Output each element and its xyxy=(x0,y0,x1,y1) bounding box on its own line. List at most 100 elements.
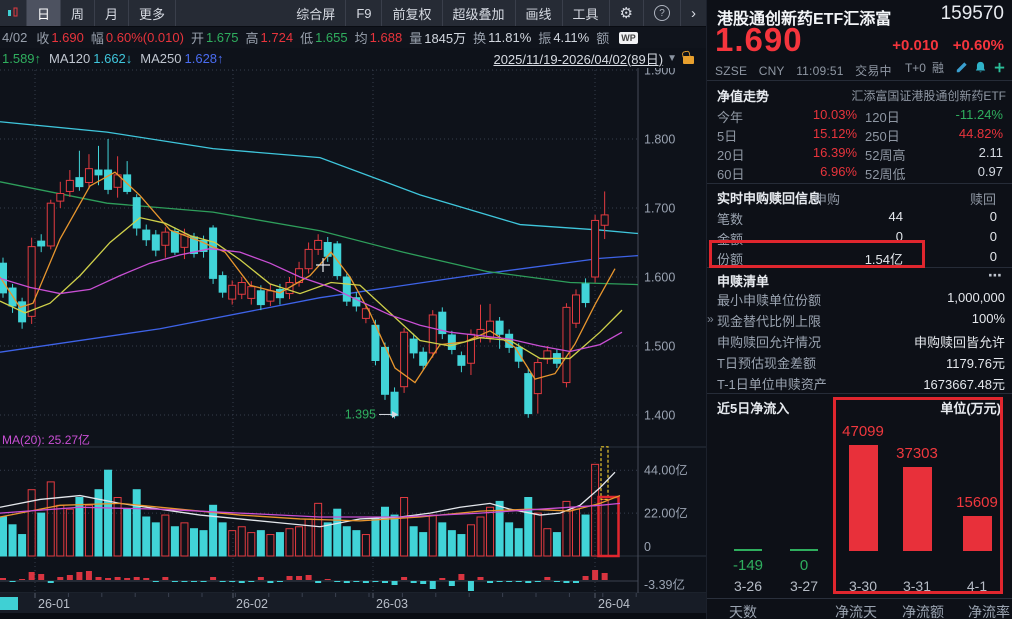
date-range-selector[interactable]: 2025/11/19-2026/04/02(89日) xyxy=(493,51,664,67)
quote-field-高: 高 1.724 xyxy=(246,28,294,47)
quote-field-label: 量 xyxy=(409,31,423,46)
kline-style-icon[interactable] xyxy=(0,0,27,26)
col-header-buy: 申购 xyxy=(813,192,840,207)
tab-周[interactable]: 周 xyxy=(61,0,96,26)
inflow-bar xyxy=(902,467,932,551)
quote-field-label: 高 xyxy=(245,31,259,46)
flow-axis-label: -3.39亿 xyxy=(644,577,685,592)
volume-ma-lines xyxy=(0,471,621,528)
quote-field-label: 振 xyxy=(538,31,552,46)
realtime-section-title: 实时申购赎回信息 xyxy=(717,191,822,206)
chevron-right-icon: › xyxy=(691,4,696,22)
flow-unit-label: 单位(万元) xyxy=(940,401,1001,416)
low-annotation: 1.395 xyxy=(345,407,398,421)
buy-value: 0 xyxy=(895,229,903,244)
quote-info-bar: 4/02 收 1.690 幅 0.60%(0.010) 开 1.675 高 1.724 低 1.65… xyxy=(0,27,706,48)
footer-tab-净流额[interactable]: 净流额 xyxy=(902,604,944,619)
inflow-value: -149 xyxy=(732,557,764,574)
nav-cell: 52周低 xyxy=(865,167,906,182)
x-axis-label: 26-04 xyxy=(598,597,630,611)
chevron-down-icon[interactable]: ▼ xyxy=(667,52,677,64)
bell-icon[interactable] xyxy=(973,60,988,75)
inflow-date: 3-27 xyxy=(789,578,819,594)
unlock-icon[interactable] xyxy=(683,56,694,64)
tab-更多[interactable]: 更多 xyxy=(129,0,177,26)
ma-legend-MA250: MA250 1.628↑ xyxy=(140,51,223,66)
list-row: 申购赎回允许情况 申购赎回皆允许 xyxy=(707,332,1012,353)
nav-cell: 16.39% xyxy=(812,145,857,160)
footer-tab-净流天[interactable]: 净流天 xyxy=(835,604,877,619)
plus-icon[interactable] xyxy=(992,60,1007,75)
quote-field-value: 1.655 xyxy=(315,30,348,45)
quote-field-label: 额 xyxy=(596,31,610,46)
quote-field-收: 收 1.690 xyxy=(36,28,84,47)
inflow-highlight-box xyxy=(833,397,1003,594)
ma-line xyxy=(0,494,621,522)
quote-field-label: 低 xyxy=(300,31,314,46)
nav-cell: 6.96% xyxy=(820,164,857,179)
volume-bars xyxy=(0,463,609,557)
col-header-redeem: 赎回 xyxy=(969,192,996,207)
panel-expander-icon[interactable]: » xyxy=(707,312,714,326)
inflow-value: 15609 xyxy=(956,494,998,511)
section-divider xyxy=(707,393,1012,394)
row-label: 金额 xyxy=(717,232,744,247)
menu-item-综合屏[interactable]: 综合屏 xyxy=(286,0,347,26)
nav-cell: 0.97 xyxy=(977,164,1003,179)
nav-cell: 2.11 xyxy=(978,145,1003,160)
menu-item-前复权[interactable]: 前复权 xyxy=(382,0,443,26)
gridlines: 1.900 1.800 1.700 1.600 1.500 1.400 44.00亿 22.0… xyxy=(0,64,688,593)
chart-area[interactable]: 1.900 1.800 1.700 1.600 1.500 1.400 44.00亿 22.0… xyxy=(0,64,706,619)
more-tools-button[interactable]: › xyxy=(681,0,706,26)
inflow-bar xyxy=(848,445,878,551)
tab-月[interactable]: 月 xyxy=(95,0,130,26)
svg-text:1.395: 1.395 xyxy=(345,407,376,421)
menu-item-画线[interactable]: 画线 xyxy=(516,0,563,26)
menu-item-超级叠加[interactable]: 超级叠加 xyxy=(443,0,516,26)
quote-field-量: 量 1845万 xyxy=(409,28,466,47)
row-label: T-1日单位申赎资产 xyxy=(717,377,827,392)
inflow-date: 3-30 xyxy=(848,578,878,594)
row-value: 1673667.48元 xyxy=(923,377,1005,392)
price-axis-label: 1.700 xyxy=(644,202,675,216)
row-label: 笔数 xyxy=(717,212,744,227)
row-value: 申购赎回皆允许 xyxy=(913,335,1005,350)
redeem-value: 0 xyxy=(989,249,997,264)
menu-item-F9[interactable]: F9 xyxy=(346,0,383,26)
quote-field-value: 4.11% xyxy=(553,30,590,45)
ma-value: 1.589↑ xyxy=(2,50,42,66)
right-panel: 港股通创新药ETF汇添富 159570 1.690 +0.010 +0.60% … xyxy=(706,0,1012,619)
quote-field-label: 换 xyxy=(473,31,487,46)
row-label: 申购赎回允许情况 xyxy=(717,335,822,350)
settings-button[interactable]: ⚙ xyxy=(610,0,644,26)
security-name: 港股通创新药ETF汇添富 xyxy=(717,11,892,28)
row-label: 份额 xyxy=(717,252,744,267)
help-button[interactable]: ? xyxy=(644,0,681,26)
toolbar-menu: 综合屏 F9 前复权 超级叠加 画线 工具 xyxy=(286,0,610,26)
buy-value: 44 xyxy=(888,209,903,224)
nav-cell: 44.82% xyxy=(958,126,1003,141)
period-tabs: 日周月更多 xyxy=(27,0,177,26)
inflow-zero-line xyxy=(790,549,818,551)
nav-cell: -11.24% xyxy=(955,107,1003,122)
ma-line xyxy=(0,502,621,518)
tab-日[interactable]: 日 xyxy=(27,0,62,26)
long-ma-lines xyxy=(0,121,639,353)
ma-name: MA120 xyxy=(49,50,91,66)
ma-value: 1.628↑ xyxy=(184,50,224,66)
menu-item-工具[interactable]: 工具 xyxy=(563,0,610,26)
x-axis-label: 26-03 xyxy=(376,597,408,611)
volume-axis-label: 44.00亿 xyxy=(644,463,688,478)
footer-tab-天数[interactable]: 天数 xyxy=(729,604,757,619)
quote-field-换: 换 11.81% xyxy=(473,28,531,47)
pencil-icon[interactable] xyxy=(954,60,969,75)
more-button[interactable]: ⋯ xyxy=(988,267,1002,283)
realtime-row-笔数: 笔数 44 0 xyxy=(707,209,1012,229)
ma-line xyxy=(0,171,616,384)
quote-field-value: 1.724 xyxy=(260,30,294,45)
candle-glyph-icon xyxy=(8,7,18,17)
quote-field-value: 0.60%(0.010) xyxy=(105,30,184,45)
list-row: 现金替代比例上限 100% xyxy=(707,311,1012,332)
scrollbar-thumb[interactable] xyxy=(0,597,18,610)
footer-tab-净流率[interactable]: 净流率 xyxy=(968,604,1010,619)
